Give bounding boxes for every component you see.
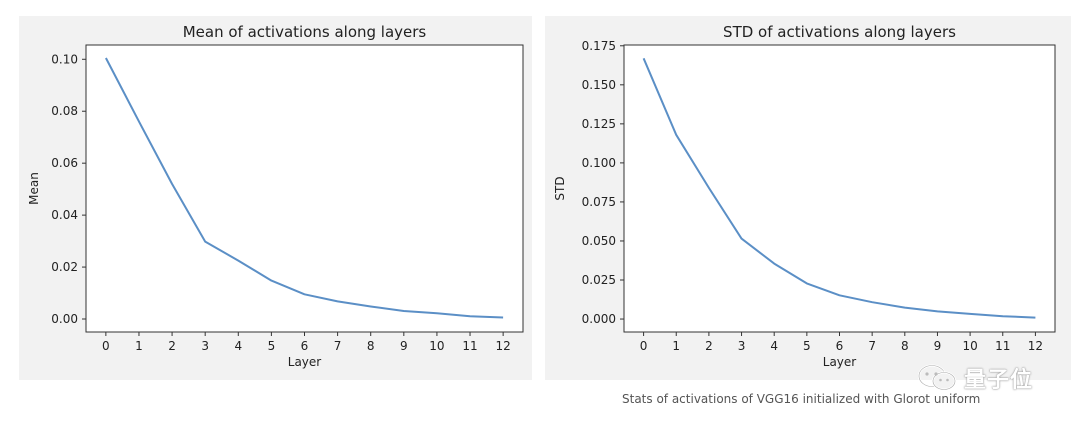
x-tick-label: 7: [334, 339, 342, 353]
plot-area: [85, 44, 524, 333]
x-tick-label: 1: [135, 339, 143, 353]
watermark-text: 量子位: [964, 368, 1034, 393]
x-tick-label: 12: [495, 339, 510, 353]
x-tick-label: 12: [1028, 339, 1043, 353]
y-tick-label: 0.150: [582, 78, 616, 92]
y-tick-label: 0.075: [582, 195, 616, 209]
x-tick-label: 4: [234, 339, 242, 353]
x-tick-label: 3: [201, 339, 209, 353]
x-tick-label: 8: [367, 339, 375, 353]
series-line: [105, 57, 504, 319]
y-tick-label: 0.02: [51, 260, 78, 274]
y-tick-label: 0.000: [582, 312, 616, 326]
y-tick-label: 0.125: [582, 117, 616, 131]
y-axis-label: STD: [553, 176, 567, 200]
x-tick-label: 9: [400, 339, 408, 353]
y-tick-label: 0.050: [582, 234, 616, 248]
x-tick-label: 10: [962, 339, 977, 353]
x-tick-label: 7: [868, 339, 876, 353]
y-tick-label: 0.175: [582, 39, 616, 53]
x-tick-label: 6: [836, 339, 844, 353]
y-tick-label: 0.025: [582, 273, 616, 287]
x-tick-label: 9: [934, 339, 942, 353]
y-tick-label: 0.100: [582, 156, 616, 170]
series-line: [642, 57, 1036, 319]
y-tick-label: 0.00: [51, 312, 78, 326]
x-tick-label: 4: [770, 339, 778, 353]
y-tick-label: 0.08: [51, 104, 78, 118]
x-tick-label: 1: [672, 339, 680, 353]
x-tick-label: 10: [429, 339, 444, 353]
x-tick-label: 0: [640, 339, 648, 353]
mean-chart-panel: Mean of activations along layers 0 1 2 3 4 5 6 7…: [19, 16, 532, 380]
x-tick-label: 3: [738, 339, 746, 353]
x-tick-label: 6: [301, 339, 309, 353]
wechat-icon: [917, 364, 957, 391]
std-chart-panel: STD of activations along layers 0 1 2 3 4 5 6 7 8…: [545, 16, 1071, 380]
chart-title: STD of activations along layers: [723, 23, 956, 41]
y-tick-label: 0.04: [51, 208, 78, 222]
plot-area: [623, 44, 1056, 333]
x-tick-label: 2: [705, 339, 713, 353]
x-tick-label: 11: [462, 339, 477, 353]
watermark: 量子位: [916, 362, 1033, 394]
chart-title: Mean of activations along layers: [183, 23, 427, 41]
y-tick-label: 0.10: [51, 52, 78, 66]
y-axis-label: Mean: [27, 172, 41, 205]
x-tick-label: 5: [803, 339, 811, 353]
x-tick-label: 8: [901, 339, 909, 353]
x-axis-label: Layer: [288, 355, 322, 369]
figure-caption: Stats of activations of VGG16 initialize…: [622, 392, 981, 406]
x-tick-label: 0: [102, 339, 110, 353]
x-axis-label: Layer: [823, 355, 857, 369]
y-tick-label: 0.06: [51, 156, 78, 170]
x-tick-label: 5: [268, 339, 276, 353]
x-tick-label: 11: [995, 339, 1010, 353]
x-tick-label: 2: [168, 339, 176, 353]
